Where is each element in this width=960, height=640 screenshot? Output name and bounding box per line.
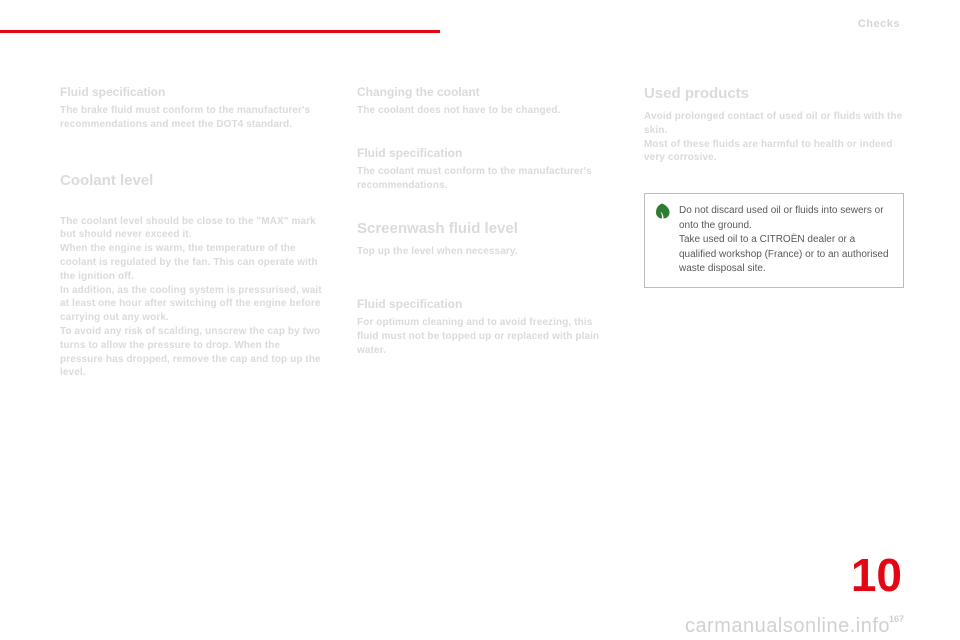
fluid-spec-title: Fluid specification	[60, 85, 325, 99]
page: Checks Fluid specification The brake flu…	[0, 0, 960, 640]
changing-coolant-block: Changing the coolant The coolant does no…	[357, 85, 612, 118]
fluid-spec-2-title: Fluid specification	[357, 146, 612, 160]
column-3: Used products Avoid prolonged contact of…	[644, 85, 904, 408]
fluid-spec-3-block: Fluid specification For optimum cleaning…	[357, 297, 612, 357]
content-columns: Fluid specification The brake fluid must…	[60, 85, 900, 408]
fluid-spec-body: The brake fluid must conform to the manu…	[60, 104, 325, 132]
fluid-spec-3-title: Fluid specification	[357, 297, 612, 311]
fluid-spec-block: Fluid specification The brake fluid must…	[60, 85, 325, 132]
screenwash-body: Top up the level when necessary.	[357, 245, 612, 259]
eco-tip-box: Do not discard used oil or fluids into s…	[644, 193, 904, 288]
screenwash-block: Screenwash fluid level Top up the level …	[357, 220, 612, 259]
coolant-title: Coolant level	[60, 172, 325, 189]
column-2: Changing the coolant The coolant does no…	[357, 85, 612, 408]
watermark-text: carmanualsonline.info	[685, 615, 890, 638]
changing-coolant-title: Changing the coolant	[357, 85, 612, 99]
fluid-spec-3-body: For optimum cleaning and to avoid freezi…	[357, 316, 612, 357]
leaf-icon	[653, 202, 671, 226]
column-1: Fluid specification The brake fluid must…	[60, 85, 325, 408]
header-section-label: Checks	[858, 18, 900, 30]
fluid-spec-2-body: The coolant must conform to the manufact…	[357, 165, 612, 193]
page-number: 167	[889, 614, 904, 624]
eco-tip-text: Do not discard used oil or fluids into s…	[679, 205, 889, 274]
coolant-block: Coolant level The coolant level should b…	[60, 172, 325, 381]
screenwash-title: Screenwash fluid level	[357, 220, 612, 237]
coolant-body: The coolant level should be close to the…	[60, 215, 325, 381]
used-products-body: Avoid prolonged contact of used oil or f…	[644, 110, 904, 165]
used-products-title: Used products	[644, 85, 904, 102]
fluid-spec-2-block: Fluid specification The coolant must con…	[357, 146, 612, 193]
changing-coolant-body: The coolant does not have to be changed.	[357, 104, 612, 118]
used-products-block: Used products Avoid prolonged contact of…	[644, 85, 904, 165]
chapter-number: 10	[851, 548, 902, 602]
header-accent-bar	[0, 30, 440, 33]
